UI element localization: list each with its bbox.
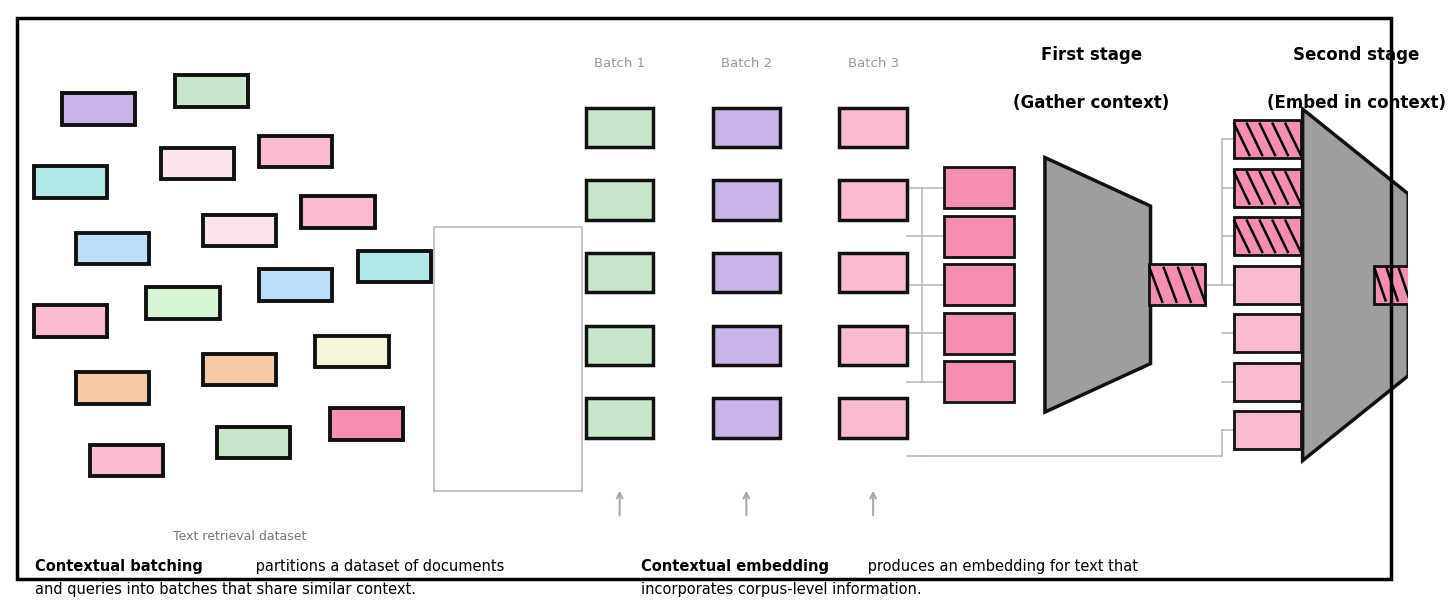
Text: partitions a dataset of documents: partitions a dataset of documents [250,559,504,574]
Bar [301,196,374,228]
Bar [585,253,654,292]
Bar [712,108,780,147]
Bar [585,399,654,438]
Polygon shape [1045,158,1150,412]
Bar [63,93,135,125]
Bar [1233,314,1302,353]
Text: (Embed in context): (Embed in context) [1267,94,1446,112]
Text: and queries into batches that share similar context.: and queries into batches that share simi… [35,582,416,597]
Text: Second stage: Second stage [1293,45,1420,64]
Bar [943,313,1013,354]
Text: Contextual embedding: Contextual embedding [641,559,828,574]
Bar [1233,168,1302,207]
Bar [175,75,248,107]
Bar [1233,265,1302,304]
Bar [943,216,1013,257]
Bar [839,399,907,438]
Text: First stage: First stage [1041,45,1142,64]
Bar [585,326,654,365]
Bar [943,361,1013,402]
Polygon shape [1303,109,1408,461]
Bar [90,445,163,476]
Bar [839,253,907,292]
Bar [217,427,290,458]
Bar [76,233,150,264]
Bar [1374,265,1423,304]
Text: (Gather context): (Gather context) [1013,94,1169,112]
Bar [434,227,581,491]
Bar [585,108,654,147]
Bar [1233,362,1302,401]
Bar [316,336,389,367]
Bar [358,251,431,282]
Bar [1233,411,1302,450]
Bar [943,264,1013,305]
Bar [712,253,780,292]
Bar [33,305,108,337]
Text: produces an embedding for text that: produces an embedding for text that [863,559,1139,574]
Bar [839,108,907,147]
Bar [202,215,277,246]
Bar [76,372,150,404]
Bar [1233,120,1302,158]
Bar [147,287,220,319]
Text: Contextual batching: Contextual batching [35,559,202,574]
Bar [33,166,108,198]
Text: Text retrieval dataset: Text retrieval dataset [173,530,306,543]
Bar [259,136,332,167]
Bar [259,269,332,301]
Bar [202,354,277,385]
Bar [585,180,654,219]
Bar [1233,217,1302,256]
Bar [1149,264,1206,305]
Bar [712,326,780,365]
Bar [943,167,1013,208]
Bar [160,148,234,179]
Bar [329,408,403,440]
Text: incorporates corpus-level information.: incorporates corpus-level information. [641,582,922,597]
Bar [839,326,907,365]
Text: Batch 3: Batch 3 [847,57,898,70]
Bar [712,399,780,438]
Text: Batch 2: Batch 2 [721,57,772,70]
Bar [712,180,780,219]
Text: Batch 1: Batch 1 [594,57,645,70]
Bar [839,180,907,219]
